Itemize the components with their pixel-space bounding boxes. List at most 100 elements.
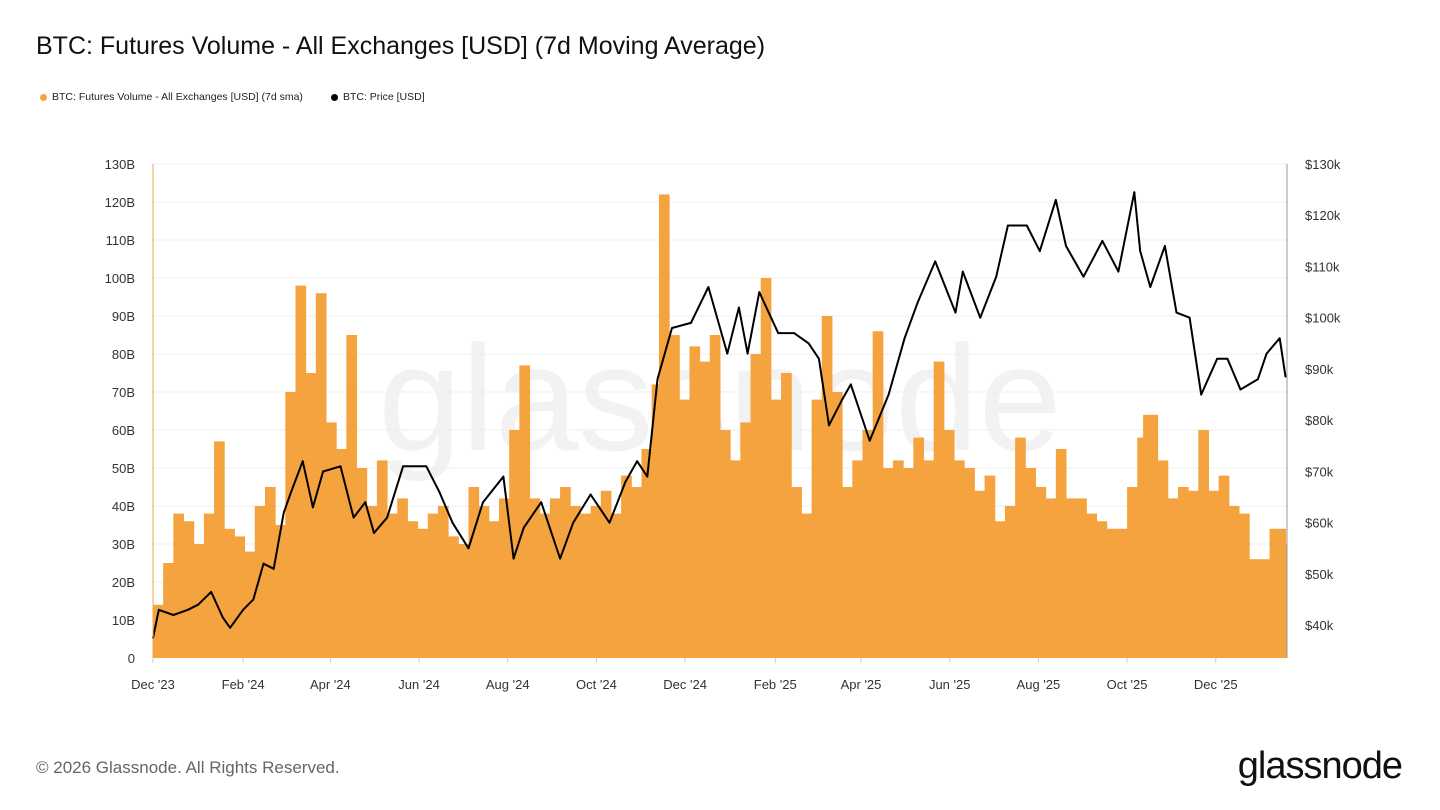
price-point xyxy=(807,342,810,345)
price-point xyxy=(746,352,749,355)
volume-bar xyxy=(376,460,388,658)
volume-bar xyxy=(1137,437,1144,658)
volume-bar xyxy=(669,335,680,658)
volume-bar xyxy=(183,521,195,658)
price-point xyxy=(1188,316,1191,319)
volume-bar xyxy=(519,365,531,658)
price-point xyxy=(1216,357,1219,360)
volume-bar xyxy=(933,361,945,658)
price-point xyxy=(903,337,906,340)
volume-bar xyxy=(984,475,996,658)
volume-bar xyxy=(407,521,419,658)
volume-bar xyxy=(610,513,622,658)
y-right-tick-label: $60k xyxy=(1305,516,1334,531)
price-point xyxy=(1082,275,1085,278)
volume-bar xyxy=(862,430,874,658)
volume-bar xyxy=(417,528,429,658)
volume-bar xyxy=(570,506,581,658)
volume-bar xyxy=(1218,475,1230,658)
price-point xyxy=(373,532,375,534)
y-left-tick-label: 120B xyxy=(105,195,135,210)
price-point xyxy=(282,511,285,514)
volume-bar xyxy=(740,422,752,658)
price-point xyxy=(482,501,484,504)
volume-bar xyxy=(658,194,670,658)
price-point xyxy=(339,465,342,468)
axes: 0 10B 20B 30B 40B 50B 60B 70B 80B 90B 100B 110B 120B… xyxy=(105,157,1341,692)
volume-bar xyxy=(1279,528,1287,658)
price-point xyxy=(589,493,592,496)
volume-bar xyxy=(1015,437,1026,658)
volume-bar xyxy=(631,487,642,658)
volume-bar xyxy=(1249,559,1260,658)
volume-bar xyxy=(254,506,266,658)
volume-bar xyxy=(1188,490,1199,658)
y-left-tick-label: 50B xyxy=(112,461,135,476)
price-point xyxy=(172,614,175,616)
price-point xyxy=(301,460,304,463)
volume-bar xyxy=(203,513,215,658)
price-point xyxy=(502,475,505,478)
y-left-tick-label: 40B xyxy=(112,499,135,514)
volume-bar xyxy=(651,384,660,658)
price-point xyxy=(646,475,649,478)
volume-bar xyxy=(305,373,317,658)
volume-bars xyxy=(153,194,1288,658)
price-point xyxy=(229,626,231,629)
price-point xyxy=(252,598,255,601)
price-point xyxy=(221,616,224,619)
volume-bar xyxy=(539,513,551,658)
volume-bar xyxy=(193,544,205,658)
volume-bar xyxy=(801,513,813,658)
price-point xyxy=(793,332,796,335)
price-line-group xyxy=(152,191,1287,639)
price-point xyxy=(777,332,780,335)
price-point xyxy=(210,590,213,593)
volume-bar xyxy=(1143,414,1159,658)
price-point xyxy=(979,316,982,319)
volume-bar xyxy=(1259,559,1271,658)
price-point xyxy=(656,378,659,381)
price-point xyxy=(1054,198,1057,201)
x-tick-label: Apr '24 xyxy=(310,677,351,692)
price-point xyxy=(451,521,454,524)
volume-bar xyxy=(709,335,721,658)
price-point xyxy=(608,521,611,524)
price-point xyxy=(512,557,515,560)
volume-bar xyxy=(1106,528,1118,658)
volume-bar xyxy=(913,437,925,658)
volume-bar xyxy=(560,487,571,658)
volume-bar xyxy=(893,460,904,658)
volume-bar xyxy=(499,498,510,658)
y-right-tick-label: $80k xyxy=(1305,413,1334,428)
price-point xyxy=(262,562,265,565)
copyright: © 2026 Glassnode. All Rights Reserved. xyxy=(36,758,340,777)
y-right-tick-label: $70k xyxy=(1305,464,1334,479)
volume-bar xyxy=(811,399,823,658)
volume-bar xyxy=(923,460,935,658)
volume-bar xyxy=(244,551,256,658)
legend-label-volume: BTC: Futures Volume - All Exchanges [USD… xyxy=(52,91,303,103)
volume-bar xyxy=(1157,460,1169,658)
volume-bar xyxy=(234,536,246,658)
legend-dot-volume xyxy=(40,93,47,101)
price-point xyxy=(522,526,525,529)
price-point xyxy=(197,603,199,606)
y-right-tick-label: $50k xyxy=(1305,567,1334,582)
price-point xyxy=(540,501,543,504)
legend-item-volume[interactable]: BTC: Futures Volume - All Exchanges [USD… xyxy=(40,91,303,103)
price-point xyxy=(624,480,627,483)
x-tick-label: Dec '25 xyxy=(1194,677,1238,692)
volume-bar xyxy=(397,498,408,658)
volume-bar xyxy=(163,563,174,658)
volume-bar xyxy=(529,498,541,658)
volume-bar xyxy=(356,468,368,658)
price-point xyxy=(934,260,937,263)
volume-bar xyxy=(488,521,500,658)
price-point xyxy=(1226,357,1229,360)
volume-bar xyxy=(437,506,449,658)
y-left-tick-label: 70B xyxy=(112,385,135,400)
price-point xyxy=(887,393,890,396)
legend-item-price[interactable]: BTC: Price [USD] xyxy=(330,91,425,103)
